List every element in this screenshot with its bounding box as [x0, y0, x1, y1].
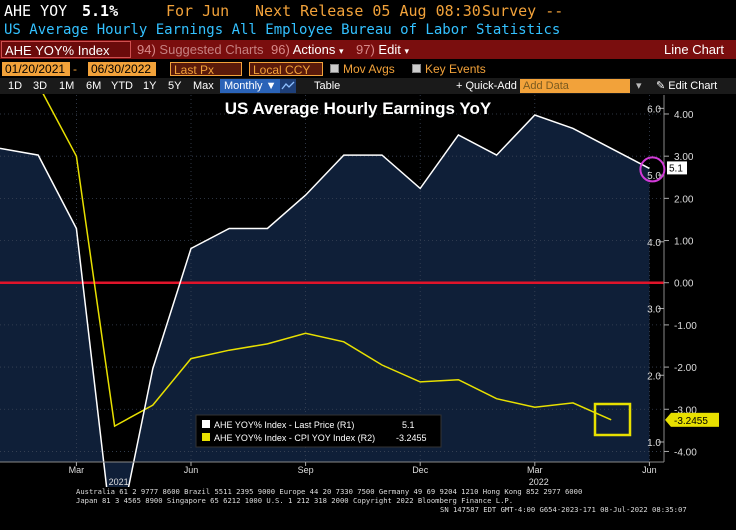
ahe-end-label: 5.1 — [669, 163, 683, 174]
mov-avgs-label: Mov Avgs — [343, 62, 395, 76]
last-value: 5.1% — [82, 2, 119, 20]
x-year-label: 2021 — [109, 477, 129, 487]
r2-tick-label: 0.00 — [674, 279, 694, 290]
start-date-input[interactable]: 01/20/2021 — [2, 62, 70, 76]
cpi-series-line — [42, 94, 612, 428]
period-max[interactable]: Max — [193, 80, 214, 92]
field-select[interactable]: Last Px — [170, 62, 242, 77]
x-year-label: 2022 — [529, 477, 549, 487]
ahe-end-label-box — [667, 161, 687, 175]
key-events-checkbox[interactable] — [412, 64, 421, 73]
r2-tick-label: 4.00 — [674, 110, 694, 121]
legend-label-ahe: AHE YOY% Index - Last Price (R1) — [214, 420, 354, 430]
r1-tick-label: 3.0 — [647, 305, 661, 316]
next-release: Next Release 05 Aug 08:30 — [255, 2, 481, 20]
r2-tick-label: -1.00 — [674, 321, 697, 332]
edit-menu[interactable]: 97) Edit ▾ — [356, 40, 409, 61]
r2-tick-label: -4.00 — [674, 447, 697, 458]
edit-caret-icon: ▾ — [404, 46, 409, 56]
legend-value-ahe: 5.1 — [402, 420, 415, 430]
legend-label-cpi: AHE YOY% Index - CPI YOY Index (R2) — [214, 433, 375, 443]
chart-type-label[interactable]: Line Chart — [664, 42, 724, 57]
r2-tick-label: -2.00 — [674, 363, 697, 374]
r1-tick-label: 4.0 — [647, 238, 661, 249]
cpi-end-arrow — [665, 412, 671, 427]
legend-swatch-cpi — [202, 433, 210, 441]
description-text: US Average Hourly Earnings All Employee … — [4, 22, 561, 38]
period-ytd[interactable]: YTD — [111, 80, 133, 92]
period-label: For Jun — [166, 2, 230, 20]
period-1d[interactable]: 1D — [8, 80, 23, 92]
actions-label: Actions — [292, 42, 336, 57]
footer-contacts-1: Australia 61 2 9777 8600 Brazil 5511 239… — [76, 487, 583, 496]
footer-session: SN 147587 EDT GMT-4:00 G654-2023-171 08-… — [440, 505, 687, 514]
period-3d[interactable]: 3D — [33, 80, 48, 92]
plot-group: US Average Hourly Earnings YoY 1.0 2.0 3.0 4… — [0, 94, 719, 487]
r1-tick-label: 5.0 — [647, 171, 661, 182]
legend-box — [195, 414, 442, 448]
edit-chart-button[interactable]: ✎ Edit Chart — [656, 78, 717, 94]
period-6m[interactable]: 6M — [86, 80, 102, 92]
edit-chart-label: Edit Chart — [668, 80, 718, 92]
r1-tick-label: 2.0 — [647, 371, 661, 382]
table-button[interactable]: Table — [314, 80, 341, 92]
mov-avgs-checkbox[interactable] — [330, 64, 339, 73]
footer-contacts-2: Japan 81 3 4565 8900 Singapore 65 6212 1… — [76, 496, 514, 505]
x-tick-label: Sep — [298, 465, 314, 475]
x-tick-label: Jun — [642, 465, 657, 475]
add-data-caret-icon: ▾ — [636, 80, 642, 92]
actions-menu[interactable]: 96) Actions ▾ — [271, 40, 344, 61]
security-header: AHE YOY 5.1% For Jun Next Release 05 Aug… — [0, 0, 736, 22]
x-tick-label: Jun — [184, 465, 199, 475]
survey-label: Survey -- — [482, 2, 564, 20]
date-separator: - — [73, 62, 77, 76]
quick-add-label: + Quick-Add — [456, 80, 517, 92]
r1-tick-label: 1.0 — [647, 438, 661, 449]
legend-value-cpi: -3.2455 — [396, 433, 427, 443]
chart-title: US Average Hourly Earnings YoY — [225, 99, 492, 118]
quick-add-button[interactable]: + Quick-Add ▾ — [456, 78, 524, 95]
actions-num: 96) — [271, 42, 290, 57]
edit-chart-icon: ✎ — [656, 80, 666, 92]
period-5y[interactable]: 5Y — [168, 80, 182, 92]
r2-tick-label: -3.00 — [674, 405, 697, 416]
ahe-series-line — [0, 114, 650, 487]
x-tick-label: Dec — [412, 465, 429, 475]
highlight-circle — [639, 156, 666, 183]
security-description: US Average Hourly Earnings All Employee … — [0, 22, 736, 39]
x-tick-label: Mar — [527, 465, 543, 475]
ticker-label: AHE YOY — [4, 2, 68, 20]
r1-tick-label: 6.0 — [647, 104, 661, 115]
date-controls: 01/20/2021 - 06/30/2022 Last Px Local CC… — [0, 60, 736, 78]
frequency-select[interactable]: Monthly ▼ — [220, 79, 281, 93]
r2-tick-label: 2.00 — [674, 194, 694, 205]
cpi-end-label-box — [671, 412, 719, 427]
cpi-end-label: -3.2455 — [674, 416, 708, 427]
frequency-caret-icon: ▼ — [265, 80, 277, 92]
frequency-label: Monthly — [224, 80, 263, 92]
r2-tick-label: 1.00 — [674, 237, 694, 248]
r2-tick-label: 3.00 — [674, 152, 694, 163]
suggested-charts-button[interactable]: 94) Suggested Charts — [137, 40, 264, 59]
x-tick-label: Mar — [69, 465, 85, 475]
key-events-label: Key Events — [425, 62, 486, 76]
end-date-input[interactable]: 06/30/2022 — [88, 62, 156, 76]
main-toolbar: AHE YOY% Index 94) Suggested Charts 96) … — [0, 40, 736, 59]
legend-swatch-ahe — [202, 420, 210, 428]
actions-caret-icon: ▾ — [338, 46, 344, 56]
period-1y[interactable]: 1Y — [143, 80, 157, 92]
currency-select[interactable]: Local CCY — [249, 62, 323, 77]
edit-label: Edit — [378, 42, 401, 57]
suggested-num: 94) — [137, 42, 156, 57]
suggested-label: Suggested Charts — [159, 42, 264, 57]
highlight-box — [593, 402, 632, 437]
security-field[interactable]: AHE YOY% Index — [1, 41, 131, 58]
period-bar: 1D 3D 1M 6M YTD 1Y 5Y Max Monthly ▼ Tabl… — [0, 78, 736, 94]
add-data-input[interactable]: Add Data — [520, 79, 630, 93]
line-chart-icon[interactable] — [280, 79, 296, 93]
period-1m[interactable]: 1M — [59, 80, 75, 92]
chart-area: US Average Hourly Earnings YoY 1.0 2.0 3.0 4… — [0, 94, 719, 487]
edit-num: 97) — [356, 42, 375, 57]
